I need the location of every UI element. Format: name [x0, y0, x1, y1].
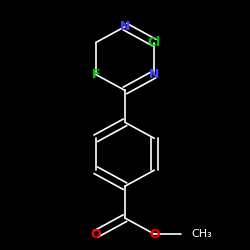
- Text: F: F: [92, 68, 100, 81]
- Text: N: N: [120, 20, 130, 33]
- Text: CH₃: CH₃: [192, 229, 212, 239]
- Text: N: N: [149, 68, 160, 81]
- Text: O: O: [90, 228, 101, 240]
- Text: O: O: [149, 228, 160, 240]
- Text: Cl: Cl: [148, 36, 161, 49]
